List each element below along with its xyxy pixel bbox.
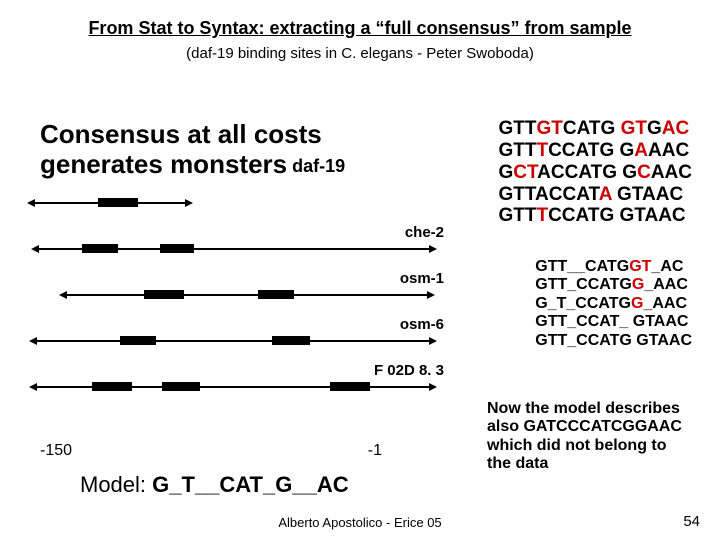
axis-right: -1 [368, 442, 382, 460]
track-label: F 02D 8. 3 [374, 362, 444, 379]
sequence-block-1: GTTGTCATG GTGACGTTTCCATG GAAACGCTACCATG … [498, 118, 692, 227]
gene-track [30, 198, 440, 208]
statement-line-1: Consensus at all costs [40, 120, 345, 150]
model-line: Model: G_T__CAT_G__AC [80, 472, 349, 498]
track-label: osm-6 [400, 316, 444, 333]
gene-track: osm-1 [30, 290, 440, 300]
page-number: 54 [683, 513, 700, 530]
statement-text: Consensus at all costs generates monster… [40, 120, 345, 180]
conclusion-text: Now the model describes also GATCCCATCGG… [487, 400, 692, 474]
sequence-block-2: GTT__CATGGT_ACGTT_CCATGG_AACG_T_CCATGG_A… [535, 258, 692, 350]
track-label: osm-1 [400, 270, 444, 287]
track-label: che-2 [405, 224, 444, 241]
gene-tracks: che-2 osm-1 osm-6 F 02D 8. 3 [30, 198, 440, 448]
footer-text: Alberto Apostolico - Erice 05 [0, 515, 720, 530]
slide-title: From Stat to Syntax: extracting a “full … [0, 0, 720, 39]
gene-track: osm-6 [30, 336, 440, 346]
statement-line-2: generates monsters daf-19 [40, 150, 345, 180]
model-lead: Model: [80, 472, 152, 497]
model-value: G_T__CAT_G__AC [152, 472, 348, 497]
gene-track: che-2 [30, 244, 440, 254]
axis-left: -150 [40, 442, 72, 460]
gene-track: F 02D 8. 3 [30, 382, 440, 392]
slide-subtitle: (daf-19 binding sites in C. elegans - Pe… [0, 45, 720, 62]
